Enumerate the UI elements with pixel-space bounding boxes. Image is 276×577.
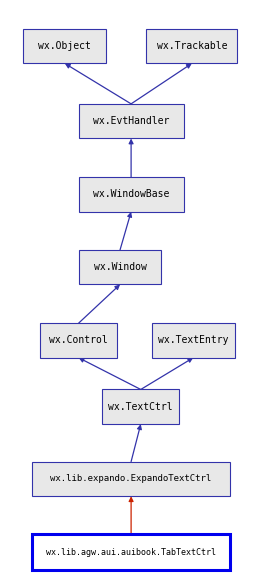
Text: wx.Object: wx.Object [38, 41, 91, 51]
Text: wx.Trackable: wx.Trackable [156, 41, 227, 51]
Text: wx.Window: wx.Window [94, 262, 147, 272]
Text: wx.Control: wx.Control [49, 335, 108, 346]
Bar [32, 462, 230, 496]
Text: wx.WindowBase: wx.WindowBase [93, 189, 169, 200]
Text: wx.lib.expando.ExpandoTextCtrl: wx.lib.expando.ExpandoTextCtrl [51, 474, 212, 484]
Bar [152, 323, 235, 358]
Bar [79, 177, 184, 212]
Bar [79, 250, 161, 284]
Text: wx.TextCtrl: wx.TextCtrl [108, 402, 173, 412]
Bar [146, 29, 237, 63]
Bar [40, 323, 117, 358]
Text: wx.lib.agw.aui.auibook.TabTextCtrl: wx.lib.agw.aui.auibook.TabTextCtrl [46, 548, 216, 557]
Bar [32, 534, 230, 570]
Text: wx.TextEntry: wx.TextEntry [158, 335, 229, 346]
Bar [23, 29, 106, 63]
Bar [102, 389, 179, 424]
Text: wx.EvtHandler: wx.EvtHandler [93, 116, 169, 126]
Bar [79, 104, 184, 138]
